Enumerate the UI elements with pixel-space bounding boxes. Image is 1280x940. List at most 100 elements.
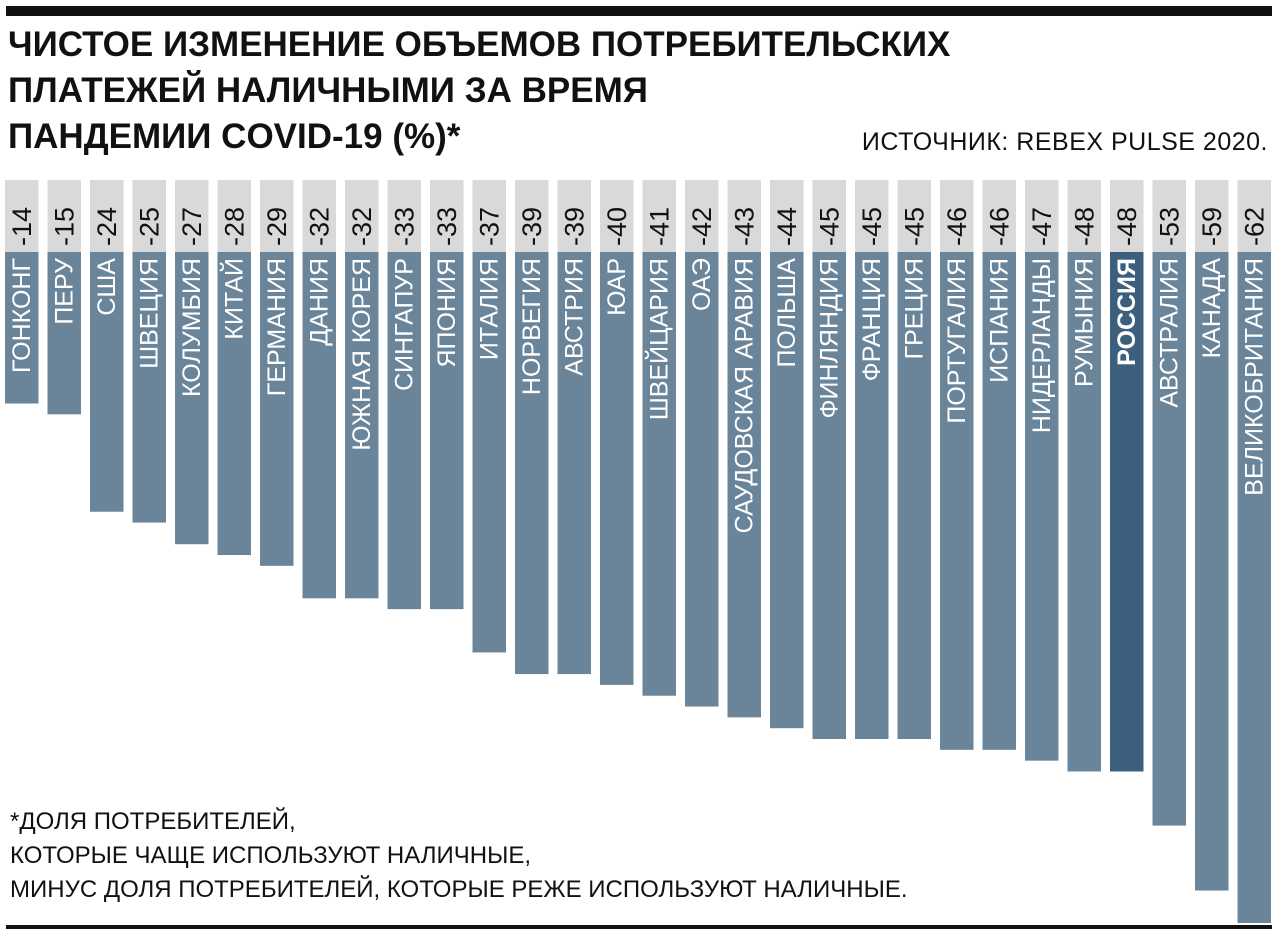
bar-category-label: ОАЭ <box>688 258 716 311</box>
value-label-band <box>387 180 421 252</box>
bar-category-label: ФИНЛЯНДИЯ <box>815 258 843 419</box>
bar-category-label: США <box>93 258 121 316</box>
bar-category-label: ГЕРМАНИЯ <box>263 258 291 396</box>
bar-category-label: РОССИЯ <box>1113 258 1141 366</box>
bar <box>897 252 931 740</box>
value-label-band <box>90 180 124 252</box>
bar-category-label: НОРВЕГИЯ <box>518 258 546 395</box>
value-label-band <box>897 180 931 252</box>
value-label-band <box>1195 180 1229 252</box>
bar-category-label: ДАНИЯ <box>305 258 333 346</box>
bar <box>472 252 506 653</box>
top-rule <box>6 6 1272 16</box>
bar-category-label: НИДЕРЛАНДЫ <box>1028 258 1056 433</box>
footnote: *ДОЛЯ ПОТРЕБИТЕЛЕЙ, КОТОРЫЕ ЧАЩЕ ИСПОЛЬЗ… <box>10 808 908 903</box>
bar <box>685 252 719 707</box>
bar-value-label: -41 <box>644 207 674 246</box>
bar <box>812 252 846 740</box>
bar-category-label: ИСПАНИЯ <box>985 258 1013 383</box>
value-label-band <box>770 180 804 252</box>
bar-value-label: -48 <box>1069 207 1099 246</box>
bar <box>515 252 549 675</box>
bar-value-label: -29 <box>262 207 292 246</box>
bar <box>387 252 421 610</box>
bar-value-label: -40 <box>602 207 632 246</box>
bar <box>90 252 124 512</box>
bar-category-label: АВСТРАЛИЯ <box>1155 258 1183 408</box>
bottom-rule <box>6 925 1272 929</box>
value-label-band <box>5 180 39 252</box>
value-label-band <box>132 180 166 252</box>
bar <box>47 252 81 415</box>
bar-category-label: ЯПОНИЯ <box>433 258 461 368</box>
bar-value-label: -59 <box>1197 207 1227 246</box>
bar <box>1025 252 1059 761</box>
bar <box>642 252 676 696</box>
bar <box>557 252 591 675</box>
bar-category-label: ШВЕЦИЯ <box>135 258 163 369</box>
bar-category-label: ЮЖНАЯ КОРЕЯ <box>348 258 376 451</box>
bar-category-label: ШВЕЙЦАРИЯ <box>643 258 673 420</box>
bar-value-label: -28 <box>219 207 249 246</box>
bar-value-label: -39 <box>517 207 547 246</box>
bar-value-label: -44 <box>772 207 802 246</box>
bar-category-label: ЮАР <box>603 258 631 316</box>
bar-value-label: -43 <box>729 207 759 246</box>
bar <box>302 252 336 599</box>
bar <box>132 252 166 523</box>
bar-value-label: -15 <box>49 207 79 246</box>
value-label-band <box>1025 180 1059 252</box>
bar-category-label: ГРЕЦИЯ <box>900 258 928 359</box>
value-label-band <box>345 180 379 252</box>
chart-title: ЧИСТОЕ ИЗМЕНЕНИЕ ОБЪЕМОВ ПОТРЕБИТЕЛЬСКИХ… <box>8 25 951 156</box>
value-label-band <box>1152 180 1186 252</box>
bar-category-label: ГОНКОНГ <box>8 258 36 373</box>
bar-category-label: СИНГАПУР <box>390 258 418 391</box>
bar-value-label: -25 <box>134 207 164 246</box>
bar-value-label: -39 <box>559 207 589 246</box>
bar <box>1067 252 1101 772</box>
bar <box>727 252 761 718</box>
value-label-band <box>685 180 719 252</box>
bar-category-label: РУМЫНИЯ <box>1070 258 1098 387</box>
bar-value-label: -45 <box>857 207 887 246</box>
bar-value-label: -48 <box>1112 207 1142 246</box>
bar <box>5 252 39 404</box>
bar-value-label: -37 <box>474 207 504 246</box>
bar-value-label: -32 <box>347 207 377 246</box>
bar-value-label: -33 <box>432 207 462 246</box>
bar <box>1110 252 1144 772</box>
bar <box>345 252 379 599</box>
bar <box>940 252 974 750</box>
bar-value-label: -45 <box>814 207 844 246</box>
value-label-band <box>1110 180 1144 252</box>
value-label-band <box>1067 180 1101 252</box>
bar-value-label: -42 <box>687 207 717 246</box>
value-label-band <box>1237 180 1271 252</box>
bar-value-label: -53 <box>1154 207 1184 246</box>
bar-category-label: ПОЛЬША <box>773 258 801 368</box>
bar <box>217 252 251 556</box>
bar <box>855 252 889 740</box>
value-label-band <box>940 180 974 252</box>
bar-value-label: -45 <box>899 207 929 246</box>
value-label-band <box>260 180 294 252</box>
bar-category-label: КАНАДА <box>1198 258 1226 359</box>
bar-category-label: КИТАЙ <box>218 258 248 340</box>
bar-category-label: ВЕЛИКОБРИТАНИЯ <box>1240 258 1268 496</box>
bar-value-label: -32 <box>304 207 334 246</box>
bar-value-label: -24 <box>92 207 122 246</box>
value-label-band <box>855 180 889 252</box>
bar-category-label: ФРАНЦИЯ <box>858 258 886 381</box>
bar-category-label: ИТАЛИЯ <box>475 258 503 360</box>
bar-category-label: ПЕРУ <box>50 258 78 325</box>
bar-value-label: -62 <box>1239 207 1269 246</box>
value-label-band <box>600 180 634 252</box>
bar-value-label: -27 <box>177 207 207 246</box>
bar <box>260 252 294 566</box>
bar <box>982 252 1016 750</box>
value-label-band <box>430 180 464 252</box>
value-label-band <box>175 180 209 252</box>
bar <box>770 252 804 729</box>
